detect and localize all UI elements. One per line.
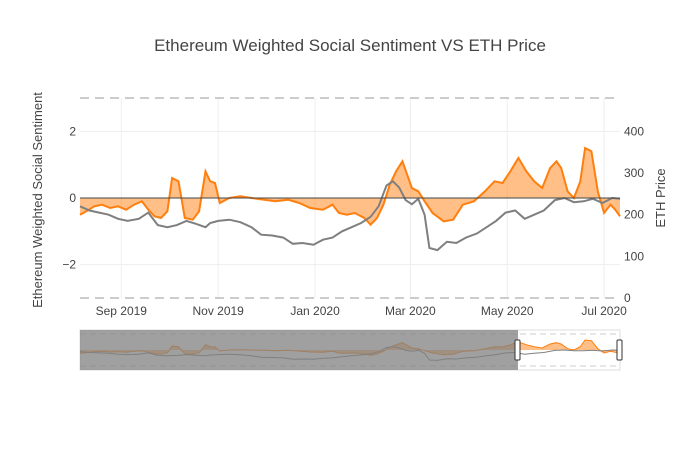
y-axis-title: Ethereum Weighted Social Sentiment [30,92,45,308]
x-tick-label: Jul 2020 [581,304,627,318]
sentiment-line [79,146,621,227]
range-slider-mask [80,330,518,370]
x-tick-label: Jan 2020 [290,304,340,318]
range-slider[interactable] [79,329,623,371]
range-slider-right-handle[interactable] [616,339,623,361]
price-line [79,180,621,252]
x-tick-label: May 2020 [481,304,534,318]
y2-tick-label: 400 [624,124,644,138]
y-tick-label: 2 [69,124,76,138]
y2-tick-label: 100 [624,249,644,263]
x-tick-label: Sep 2019 [96,304,148,318]
y2-axis: 0 100 200 300 400 [624,124,644,305]
price-series [79,180,621,252]
y2-tick-label: 0 [624,291,631,305]
x-axis[interactable]: Sep 2019 Nov 2019 Jan 2020 Mar 2020 May 2020… [96,304,628,318]
reference-lines [80,97,620,299]
y2-tick-label: 300 [624,166,644,180]
y2-axis-title: ETH Price [653,168,668,227]
chart-title: Ethereum Weighted Social Sentiment VS ET… [154,36,546,55]
x-tick-label: Nov 2019 [192,304,244,318]
y-tick-label: 0 [69,191,76,205]
y-axis: 2 0 −2 [62,124,76,271]
x-tick-label: Mar 2020 [385,304,436,318]
y2-tick-label: 200 [624,208,644,222]
range-slider-left-handle[interactable] [514,339,521,361]
sentiment-series [79,146,621,227]
sentiment-area [80,148,620,225]
y-tick-label: −2 [62,258,76,272]
